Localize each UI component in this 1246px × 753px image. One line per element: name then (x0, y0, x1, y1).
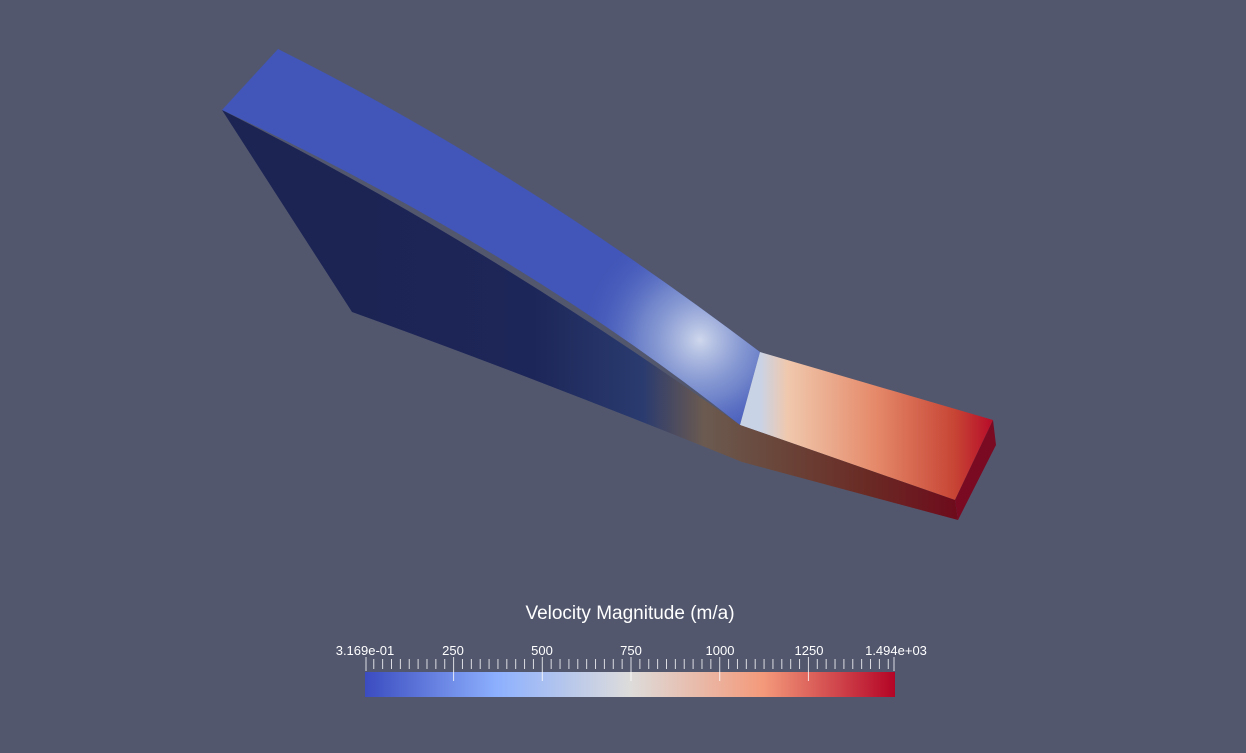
scalar-bar-label-500: 500 (531, 643, 553, 658)
glacier-end-face (955, 420, 996, 520)
scalar-bar-label-250: 250 (442, 643, 464, 658)
glacier-top-lower (740, 352, 993, 500)
scalar-bar-label-1250: 1250 (794, 643, 824, 658)
scalar-bar-label-1000: 1000 (705, 643, 735, 658)
scalar-bar-label-min: 3.169e-01 (335, 643, 395, 658)
glacier-top-highlight (222, 49, 760, 425)
scalar-bar-ticks (365, 657, 895, 681)
scalar-bar-label-max: 1.494e+03 (865, 643, 927, 658)
glacier-side-face (222, 110, 958, 520)
scalar-bar-title: Velocity Magnitude (m/a) (525, 603, 735, 624)
scalar-bar-label-750: 750 (620, 643, 642, 658)
